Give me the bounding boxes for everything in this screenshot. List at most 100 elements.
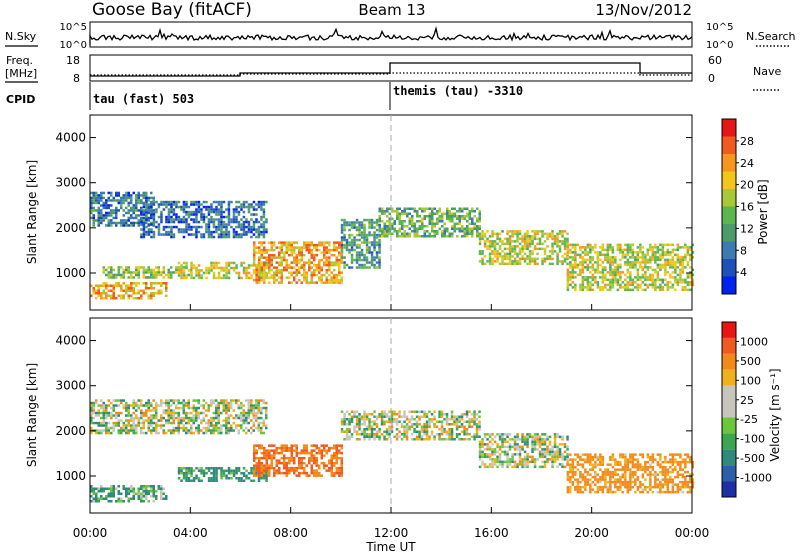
power-cell [170,225,173,229]
power-cell [212,230,216,234]
velocity-cell [323,466,326,470]
power-cell [270,253,273,257]
velocity-cell [112,421,115,425]
power-cell [127,268,130,272]
power-cell [576,266,580,269]
power-cell [523,242,527,246]
velocity-cell [105,404,108,407]
power-cell [135,266,138,269]
power-cell [446,212,449,215]
power-cell [649,243,652,247]
velocity-cell [470,425,474,428]
velocity-cell [470,435,474,438]
power-cell [456,227,459,230]
power-cell [255,228,258,231]
power-cell [423,230,426,233]
power-cell [185,200,188,204]
power-cell [458,217,461,220]
power-cell [428,212,431,215]
velocity-cell [443,418,446,421]
velocity-cell [563,443,567,446]
velocity-cell [157,419,160,422]
power-cell [125,284,128,287]
velocity-cell [135,414,138,417]
power-cell [197,210,201,214]
velocity-cell [360,418,364,421]
power-cell [641,246,645,249]
power-cell [92,224,95,227]
power-cell [177,269,181,272]
power-cell [195,210,198,214]
power-cell [110,221,113,225]
power-cell [481,232,484,236]
velocity-cell [310,449,313,452]
velocity-cell [413,428,416,431]
velocity-cell [90,401,93,405]
power-cell [122,271,125,274]
velocity-cell [355,420,359,423]
power-cell [165,215,168,219]
power-cell [257,261,261,265]
power-cell [478,210,481,213]
power-cell [681,258,685,262]
velocity-cell [145,431,148,435]
velocity-cell [491,460,494,464]
velocity-cell [313,449,316,452]
power-cell [150,221,153,225]
power-cell [373,243,376,247]
power-cell [177,274,181,277]
velocity-cell [283,446,286,450]
power-cell [619,258,622,262]
velocity-cell [295,469,298,472]
velocity-cell [207,406,210,410]
velocity-cell [501,465,504,469]
power-cell [180,208,183,211]
power-cell [473,225,476,228]
velocity-cell [563,465,567,469]
power-cell [290,241,293,244]
power-cell [461,230,464,233]
power-cell [338,266,341,269]
velocity-cell [566,478,570,481]
power-cell [679,273,682,277]
power-cell [426,215,429,218]
velocity-cell [195,426,198,430]
power-cell [689,258,692,262]
velocity-cell [280,444,283,447]
velocity-cell [335,459,338,462]
velocity-cell [162,411,165,415]
power-cell [641,273,645,277]
velocity-cell [177,426,180,430]
power-cell [591,266,595,269]
velocity-cell [185,411,188,415]
power-cell [373,238,376,242]
power-cell [207,266,211,270]
velocity-cell [140,426,143,430]
velocity-cell [491,443,494,446]
power-cell [666,271,670,274]
velocity-band-3 [177,467,268,482]
power-cell [431,230,434,233]
power-cell [521,245,524,248]
power-cell [120,284,123,287]
velocity-cell [405,415,409,418]
velocity-cell [543,438,547,441]
power-cell [406,212,409,215]
power-cell [107,214,110,217]
power-cell [679,271,682,274]
power-cell [132,224,135,227]
velocity-cell [125,401,128,405]
velocity-cell [278,451,281,455]
power-cell [363,223,366,227]
power-cell [561,235,564,238]
power-cell [225,274,228,277]
velocity-cell [217,467,221,470]
velocity-cell [205,409,208,412]
power-cell [649,283,652,287]
velocity-cell [305,446,308,450]
power-cell [679,246,682,249]
power-cell [235,225,238,229]
velocity-cell [200,411,203,415]
power-cell [247,210,251,214]
velocity-cell [253,464,256,467]
